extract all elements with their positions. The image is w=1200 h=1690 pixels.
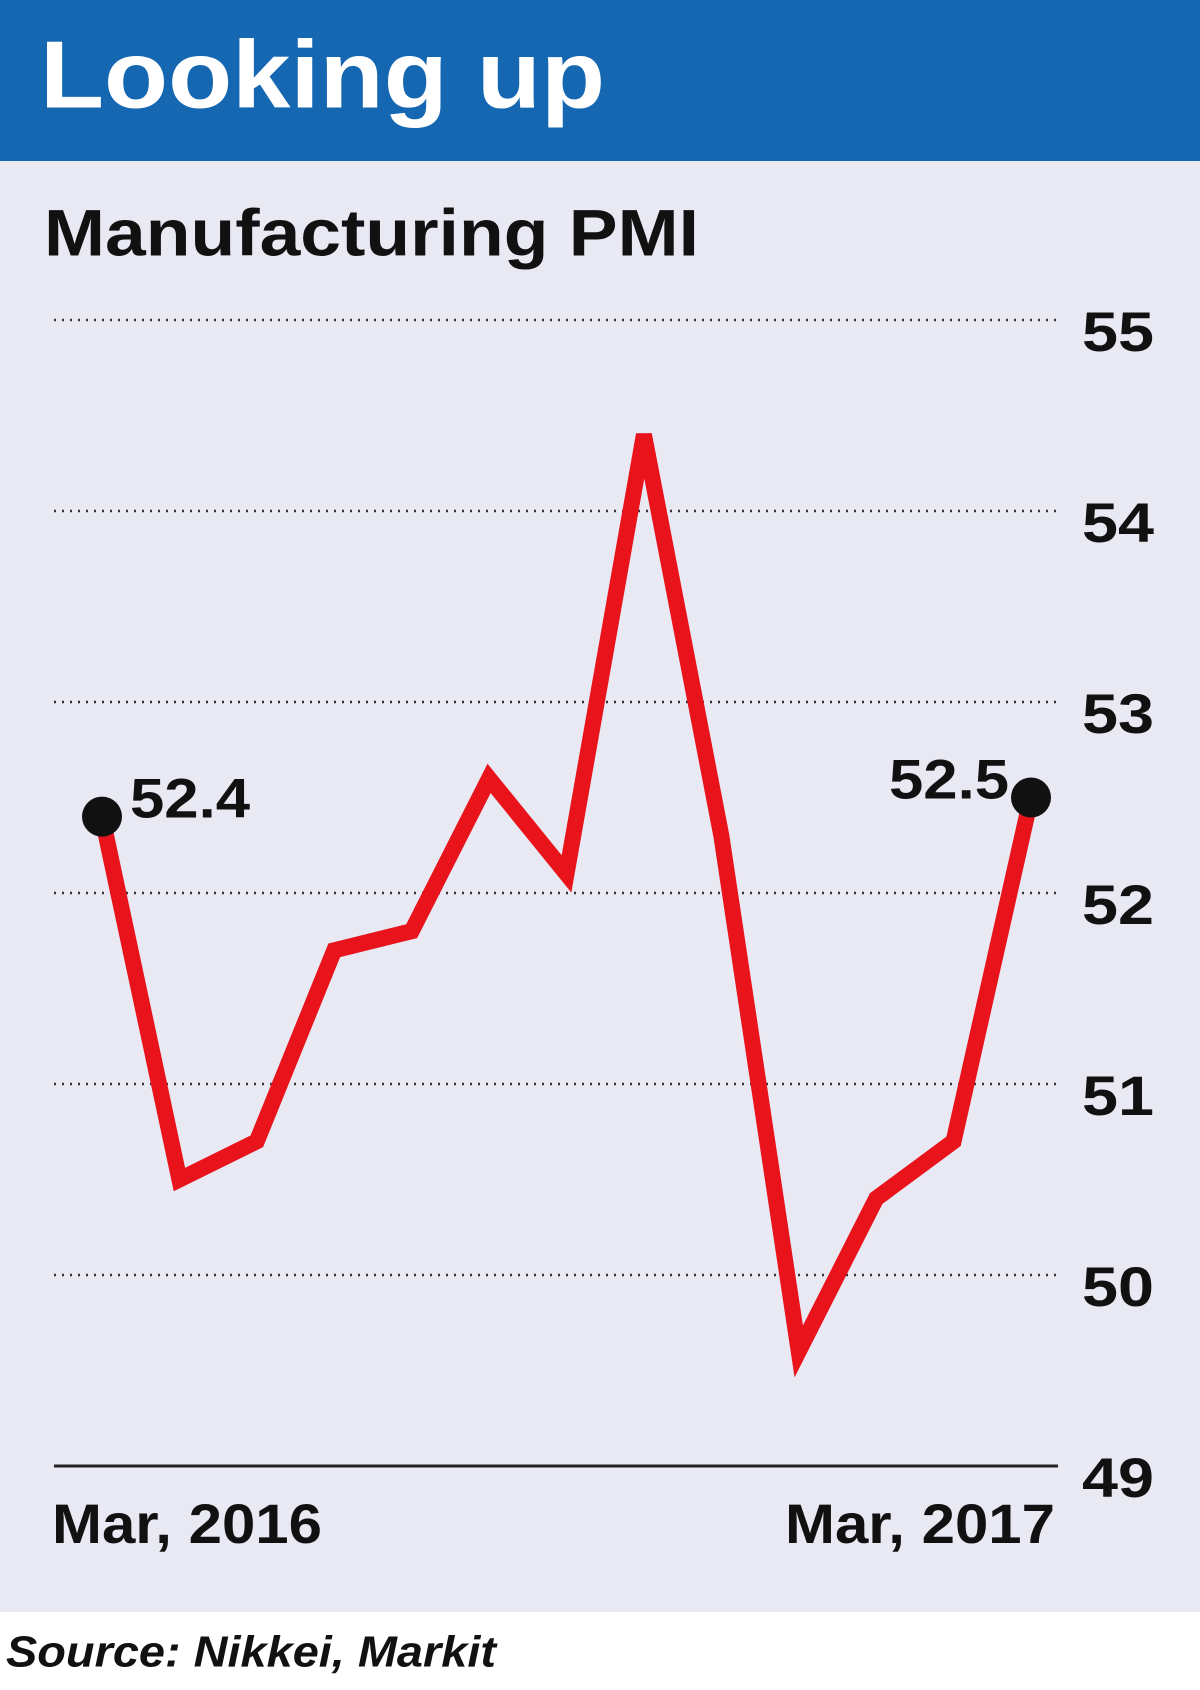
chart-subtitle: Manufacturing PMI bbox=[44, 195, 699, 269]
y-tick-label: 54 bbox=[1082, 491, 1154, 554]
value-label: 52.5 bbox=[889, 747, 1009, 810]
plot-background bbox=[0, 0, 1200, 1612]
chart-title: Looking up bbox=[40, 21, 605, 128]
end-point bbox=[1011, 777, 1051, 818]
y-tick-label: 51 bbox=[1082, 1064, 1154, 1127]
end-point bbox=[82, 796, 122, 837]
y-tick-label: 49 bbox=[1082, 1446, 1154, 1509]
value-label: 52.4 bbox=[130, 766, 250, 829]
y-tick-label: 52 bbox=[1082, 873, 1154, 936]
header-bar bbox=[0, 0, 1200, 161]
footer-background bbox=[0, 1612, 1200, 1685]
y-tick-label: 53 bbox=[1082, 682, 1154, 745]
data-line bbox=[94, 433, 1039, 1378]
y-tick-label: 55 bbox=[1082, 300, 1154, 363]
x-tick-label: Mar, 2016 bbox=[52, 1492, 322, 1555]
y-tick-label: 50 bbox=[1082, 1255, 1154, 1318]
x-tick-label: Mar, 2017 bbox=[785, 1492, 1055, 1555]
source-note: Source: Nikkei, Markit bbox=[6, 1628, 498, 1677]
